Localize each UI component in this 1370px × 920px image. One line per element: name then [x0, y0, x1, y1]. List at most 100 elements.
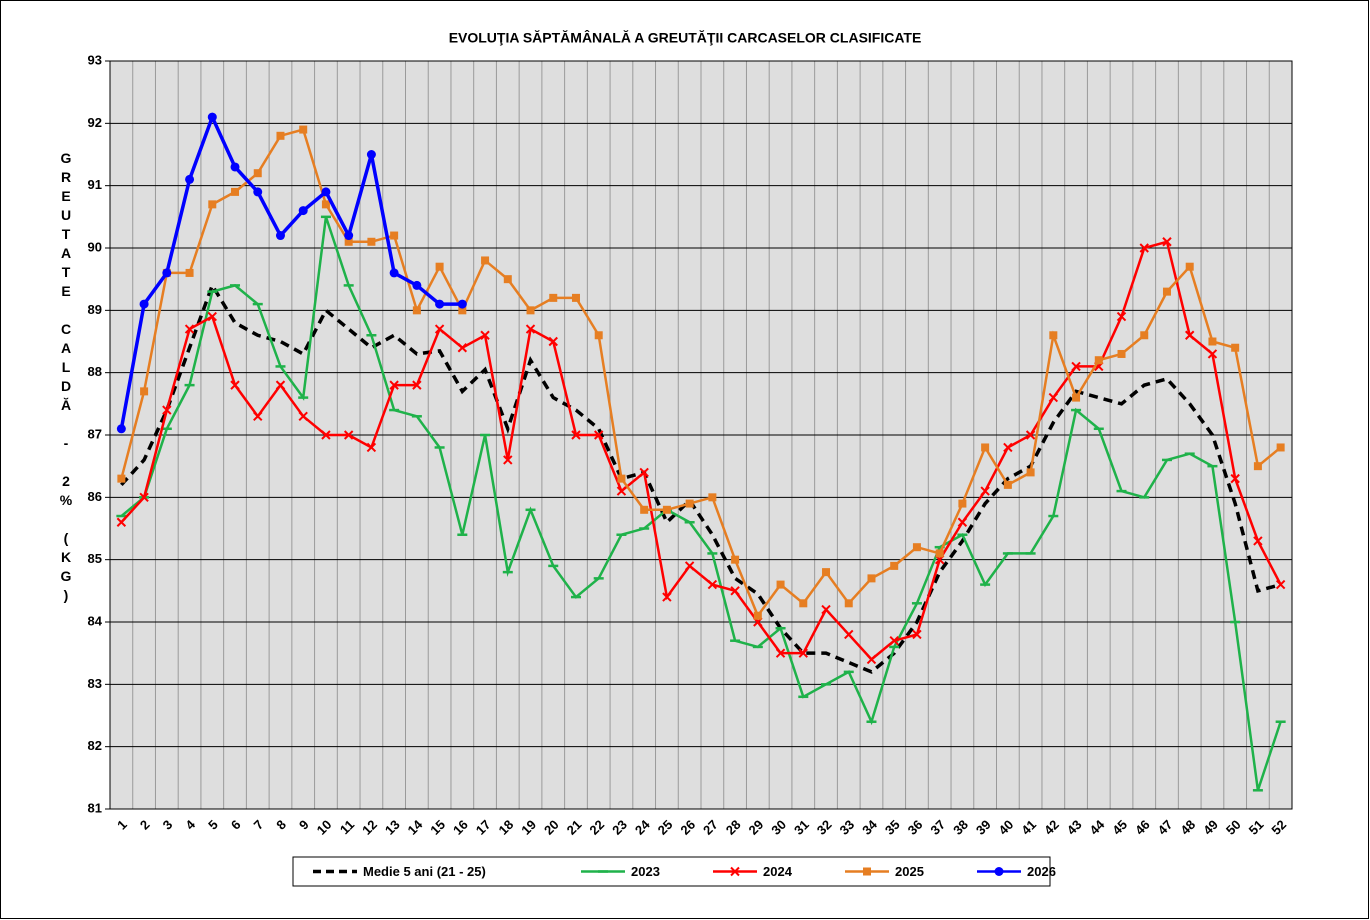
point — [1231, 343, 1240, 352]
point — [844, 599, 853, 608]
point — [1026, 468, 1035, 477]
y-tick-label: 82 — [88, 738, 102, 753]
legend-item: 2025 — [845, 864, 924, 879]
point — [616, 486, 627, 496]
point — [480, 330, 490, 340]
point — [344, 237, 353, 246]
point — [390, 231, 399, 240]
point — [116, 424, 126, 434]
point — [366, 442, 377, 453]
point — [1140, 331, 1149, 340]
point — [162, 268, 172, 278]
point — [207, 112, 217, 122]
point — [503, 455, 513, 465]
point — [1117, 349, 1126, 358]
point — [730, 866, 740, 877]
point — [775, 648, 786, 658]
point — [321, 430, 331, 440]
point — [684, 561, 695, 571]
point — [117, 474, 126, 483]
point — [389, 268, 399, 278]
point — [434, 324, 445, 334]
point — [821, 604, 831, 615]
legend-box — [292, 856, 1051, 887]
point — [366, 150, 376, 159]
point — [617, 474, 626, 483]
point — [1094, 356, 1103, 365]
point — [731, 555, 740, 564]
point — [435, 262, 444, 271]
y-tick-label: 89 — [88, 302, 102, 317]
point — [457, 299, 467, 309]
point — [1185, 262, 1194, 271]
y-axis-label: GREUTATE CALDĂ - 2% (KG) — [58, 150, 74, 606]
point — [1003, 480, 1012, 489]
point — [844, 629, 854, 640]
point — [230, 380, 240, 390]
legend-item: 2023 — [581, 864, 660, 879]
series-line — [120, 240, 1282, 662]
y-tick-label: 93 — [88, 52, 102, 67]
point — [571, 430, 581, 440]
y-tick-label: 84 — [88, 613, 103, 628]
point — [798, 648, 808, 658]
point — [1207, 349, 1218, 359]
point — [594, 430, 604, 440]
point — [548, 336, 558, 347]
plot-border — [109, 60, 1293, 810]
point — [1275, 579, 1286, 590]
point — [1253, 536, 1263, 546]
y-tick-label: 91 — [88, 177, 102, 192]
point — [298, 411, 308, 422]
point — [139, 299, 149, 309]
point — [321, 187, 331, 197]
y-tick-label: 92 — [88, 115, 102, 130]
y-tick-label: 90 — [88, 239, 102, 254]
point — [662, 505, 671, 514]
point — [1025, 430, 1036, 440]
legend-item: 2024 — [713, 864, 793, 879]
point — [253, 187, 263, 197]
point — [275, 231, 285, 241]
y-tick-label: 86 — [88, 489, 102, 504]
point — [935, 549, 944, 558]
legend-label: Medie 5 ani (21 - 25) — [363, 864, 486, 879]
series-line — [119, 112, 463, 430]
point — [140, 387, 149, 396]
point — [230, 162, 240, 172]
point — [1116, 311, 1127, 322]
point — [412, 380, 422, 390]
y-tick-label: 83 — [88, 676, 102, 691]
y-tick-label: 88 — [88, 364, 102, 379]
point — [412, 306, 421, 315]
point — [662, 592, 672, 602]
legend-item: 2026 — [977, 864, 1056, 879]
point — [481, 256, 490, 265]
point — [822, 568, 831, 577]
point — [863, 867, 871, 876]
series-line — [120, 128, 1282, 619]
point — [958, 499, 967, 508]
point — [753, 611, 762, 620]
point — [184, 324, 195, 334]
legend-label: 2026 — [1027, 864, 1056, 879]
chart-title: EVOLUŢIA SĂPTĂMÂNALĂ A GREUTĂŢII CARCASE… — [449, 29, 922, 46]
point — [1072, 393, 1081, 402]
point — [866, 654, 877, 665]
y-tick-label: 87 — [88, 426, 102, 441]
point — [116, 517, 127, 527]
legend-label: 2023 — [631, 864, 660, 879]
point — [640, 505, 649, 514]
point — [707, 579, 718, 590]
point — [253, 169, 262, 178]
point — [526, 306, 535, 315]
point — [458, 306, 467, 315]
point — [1071, 361, 1081, 372]
point — [912, 629, 922, 640]
point — [980, 486, 990, 496]
point — [412, 280, 422, 290]
point — [994, 867, 1004, 876]
point — [367, 237, 376, 246]
point — [981, 443, 990, 452]
point — [1185, 330, 1195, 340]
